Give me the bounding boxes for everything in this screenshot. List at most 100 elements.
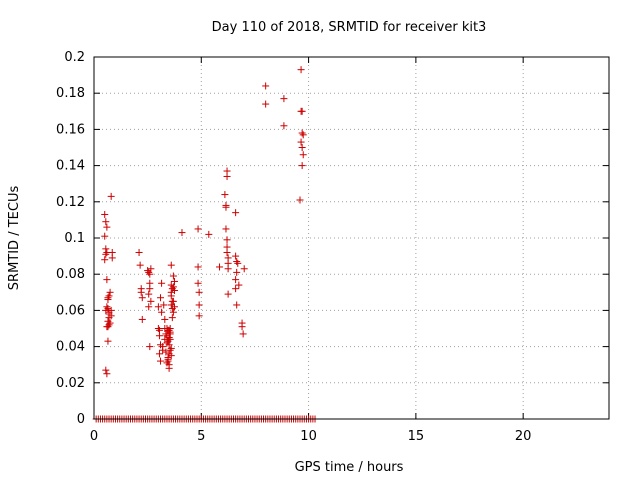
data-point xyxy=(298,107,306,115)
data-point xyxy=(155,332,163,340)
data-point xyxy=(178,229,186,237)
data-point xyxy=(233,258,241,266)
data-point xyxy=(102,250,110,258)
y-tick-label: 0.18 xyxy=(56,86,85,101)
x-tick-label: 5 xyxy=(197,429,205,444)
data-point xyxy=(146,285,154,293)
data-point xyxy=(103,303,111,311)
data-point xyxy=(166,328,174,336)
data-point xyxy=(102,366,110,374)
x-tick-label: 0 xyxy=(90,429,98,444)
x-tick-label: 10 xyxy=(300,429,317,444)
data-point xyxy=(262,82,270,90)
data-point xyxy=(223,172,231,180)
data-point xyxy=(104,296,112,304)
data-point xyxy=(165,350,173,358)
data-point xyxy=(144,267,152,275)
data-point xyxy=(145,268,153,276)
data-point xyxy=(146,270,154,278)
data-point xyxy=(167,344,175,352)
x-tick-label: 15 xyxy=(408,429,425,444)
data-point xyxy=(296,196,304,204)
data-point xyxy=(147,297,155,305)
data-point xyxy=(138,294,146,302)
data-point xyxy=(234,259,242,267)
y-tick-label: 0.16 xyxy=(56,122,85,137)
data-point xyxy=(233,301,241,309)
x-axis-label: GPS time / hours xyxy=(295,460,404,475)
data-point xyxy=(280,95,288,103)
data-point xyxy=(161,315,169,323)
data-point xyxy=(146,343,154,351)
data-point xyxy=(158,308,166,316)
data-point xyxy=(104,323,112,331)
data-point xyxy=(297,138,305,146)
data-point xyxy=(297,66,305,74)
data-point xyxy=(170,286,178,294)
data-point xyxy=(169,272,177,280)
y-tick-label: 0 xyxy=(77,412,85,427)
data-point xyxy=(145,303,153,311)
data-point xyxy=(165,326,173,334)
data-point xyxy=(299,151,307,159)
data-point xyxy=(104,305,112,313)
data-point xyxy=(107,192,115,200)
data-point xyxy=(280,122,288,130)
data-point xyxy=(170,277,178,285)
data-point xyxy=(194,263,202,271)
y-tick-label: 0.2 xyxy=(64,50,85,65)
y-tick-label: 0.08 xyxy=(56,267,85,282)
data-point xyxy=(138,315,146,323)
y-tick-label: 0.14 xyxy=(56,159,85,174)
data-point xyxy=(221,191,229,199)
data-point xyxy=(163,339,171,347)
y-tick-labels: 0 0.02 0.04 0.06 0.08 0.1 0.12 0.14 0.16 0.18 0.2 xyxy=(56,50,85,427)
data-point xyxy=(223,236,231,244)
data-point xyxy=(223,248,231,256)
data-point xyxy=(222,203,230,211)
data-point xyxy=(105,292,113,300)
x-tick-labels: 0 5 10 15 20 xyxy=(90,429,532,444)
data-point xyxy=(137,288,145,296)
data-point xyxy=(232,276,240,284)
data-point xyxy=(168,314,176,322)
data-point xyxy=(216,263,224,271)
data-point xyxy=(238,323,246,331)
data-point xyxy=(224,290,232,298)
y-axis-label: SRMTID / TECUs xyxy=(7,186,22,291)
data-point xyxy=(160,301,168,309)
data-point xyxy=(162,330,170,338)
data-points xyxy=(92,66,319,423)
data-point xyxy=(103,370,111,378)
data-point xyxy=(155,350,163,358)
chart-title: Day 110 of 2018, SRMTID for receiver kit… xyxy=(212,20,487,35)
data-point xyxy=(103,276,111,284)
y-tick-label: 0.1 xyxy=(64,231,85,246)
data-point xyxy=(298,129,306,137)
data-point xyxy=(157,294,165,302)
data-point xyxy=(104,337,112,345)
x-tick-label: 20 xyxy=(515,429,532,444)
y-tick-label: 0.06 xyxy=(56,303,85,318)
data-point xyxy=(165,364,173,372)
data-point xyxy=(194,225,202,233)
data-point xyxy=(145,290,153,298)
data-point xyxy=(103,223,111,231)
data-point xyxy=(101,232,109,240)
data-point xyxy=(169,308,177,316)
data-point xyxy=(232,209,240,217)
data-point xyxy=(195,312,203,320)
data-point xyxy=(239,330,247,338)
data-point xyxy=(157,357,165,365)
data-point xyxy=(102,218,110,226)
grid-lines xyxy=(94,57,609,419)
data-point xyxy=(299,131,307,139)
data-point xyxy=(167,301,175,309)
data-point xyxy=(170,303,178,311)
data-point xyxy=(298,144,306,151)
data-point xyxy=(164,355,172,363)
data-point xyxy=(167,261,175,269)
data-point xyxy=(169,283,177,291)
data-point xyxy=(163,359,171,367)
data-point xyxy=(232,285,240,293)
